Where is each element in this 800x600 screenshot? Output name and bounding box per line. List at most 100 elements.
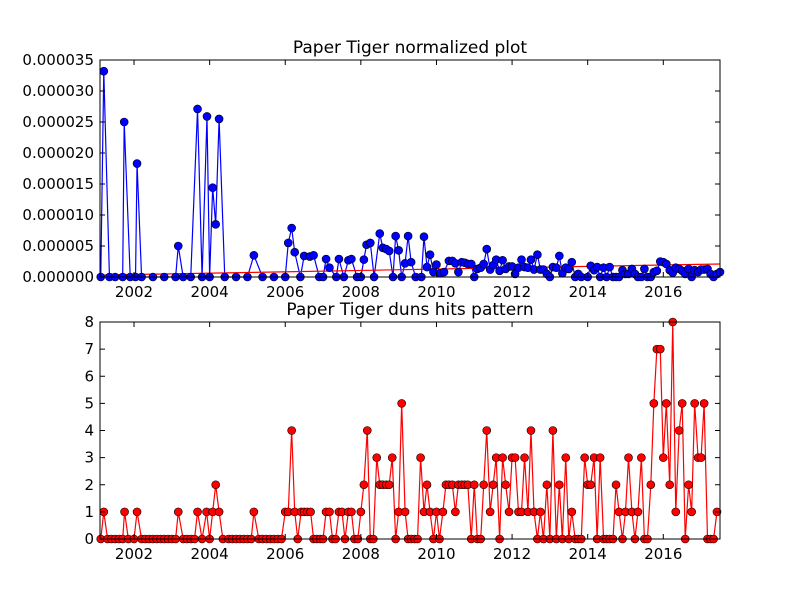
top-chart-data-point — [287, 223, 296, 233]
bottom-chart-data-point — [567, 507, 577, 517]
bottom-chart-x-tick-label: 2014 — [569, 545, 607, 563]
top-chart-data-point — [366, 238, 375, 248]
top-chart-y-tick-label: 0.000005 — [22, 237, 94, 255]
bottom-chart-data-point — [662, 399, 671, 408]
bottom-chart-data-point — [479, 480, 489, 490]
top-chart-data-point — [403, 231, 413, 241]
bottom-chart-data-point — [485, 507, 495, 517]
top-chart-data-point — [309, 251, 318, 260]
top-chart-data-point — [479, 259, 489, 269]
bottom-chart-data-point — [561, 453, 571, 462]
bottom-chart-data-point — [400, 507, 410, 517]
top-chart-data-point — [249, 251, 259, 260]
top-chart-data-point — [533, 250, 542, 259]
bottom-chart-data-point — [671, 507, 681, 517]
bottom-chart-x-tick-label: 2008 — [342, 545, 380, 563]
top-chart-y-tick-label: 0.000010 — [22, 206, 94, 224]
bottom-chart-data-point — [665, 480, 675, 490]
top-chart-data-point — [347, 254, 356, 264]
top-chart-data-point — [334, 254, 344, 264]
bottom-chart-data-point — [132, 507, 142, 517]
top-chart-data-point — [325, 263, 334, 273]
bottom-chart-data-point — [611, 480, 621, 490]
top-chart-data-point — [419, 232, 429, 241]
top-chart-data-point — [375, 229, 385, 238]
bottom-chart-data-point — [595, 453, 605, 462]
bottom-chart-data-point — [387, 453, 397, 462]
top-chart-data-point — [359, 255, 369, 264]
bottom-chart-data-point — [655, 344, 665, 354]
bottom-chart: Paper Tiger duns hits pattern 012345678 … — [84, 300, 722, 563]
bottom-chart-data-point — [684, 480, 693, 490]
bottom-chart-y-tick-label: 8 — [84, 313, 94, 331]
top-chart-data-point — [454, 267, 463, 277]
bottom-chart-data-point — [658, 453, 668, 462]
top-chart-data-point — [652, 266, 662, 276]
bottom-chart-data-point — [677, 399, 687, 408]
bottom-chart-data-point — [637, 453, 646, 462]
bottom-chart-data-point — [646, 480, 656, 490]
bottom-chart-data-point — [624, 453, 633, 462]
bottom-chart-data-point — [498, 453, 507, 462]
bottom-chart-data-point — [520, 453, 529, 462]
bottom-chart-y-axis: 0 1 2 3 4 5 6 7 8 — [84, 313, 720, 548]
bottom-chart-data-point — [347, 507, 356, 517]
bottom-chart-data-point — [359, 480, 369, 490]
bottom-chart-data-point — [501, 480, 510, 490]
top-chart-data-point — [526, 255, 536, 264]
top-chart-data-point — [605, 262, 614, 272]
bottom-chart-data-point — [580, 453, 589, 462]
top-chart-y-axis: 0.000000 0.000005 0.000010 0.000015 0.000020… — [22, 51, 720, 286]
bottom-chart-data-point — [451, 507, 460, 517]
top-chart-x-tick-label: 2016 — [644, 283, 682, 301]
top-chart-data-point — [211, 220, 220, 229]
top-chart-data-point — [132, 159, 142, 168]
top-chart-data-point — [466, 259, 476, 269]
top-chart-data-point — [208, 183, 217, 193]
top-chart-x-tick-label: 2008 — [342, 283, 380, 301]
bottom-chart-data-point — [548, 426, 558, 435]
bottom-chart-y-tick-label: 2 — [84, 476, 94, 494]
bottom-chart-data-point — [536, 507, 545, 517]
top-chart: Paper Tiger normalized plot 0.0000000.00… — [22, 38, 725, 301]
bottom-chart-y-tick-label: 3 — [84, 449, 94, 467]
top-chart-data-point — [422, 262, 432, 272]
bottom-chart-data-point — [397, 399, 406, 408]
top-chart-data-point — [202, 112, 212, 121]
top-chart-data-point — [498, 255, 507, 265]
top-chart-y-tick-label: 0.000025 — [22, 113, 94, 131]
top-chart-data-point — [482, 244, 492, 254]
bottom-chart-data-point — [325, 507, 334, 517]
bottom-chart-data-point — [586, 480, 596, 490]
bottom-chart-data-point — [211, 480, 220, 490]
bottom-chart-data-point — [193, 507, 202, 517]
bottom-chart-data-point — [649, 399, 659, 408]
top-chart-data-point — [173, 241, 183, 251]
bottom-chart-data-point — [526, 426, 536, 435]
bottom-chart-data-point — [438, 507, 448, 517]
bottom-chart-x-tick-label: 2002 — [115, 545, 153, 563]
top-chart-data-point — [321, 254, 331, 264]
top-chart-data-point — [640, 264, 649, 274]
top-chart-data-point — [283, 238, 293, 248]
top-chart-data-point — [552, 263, 561, 273]
top-chart-data-point — [384, 246, 394, 256]
top-chart-y-tick-label: 0.000020 — [22, 144, 94, 162]
top-chart-x-tick-label: 2006 — [266, 283, 304, 301]
bottom-chart-y-tick-label: 6 — [84, 367, 94, 385]
top-chart-y-tick-label: 0.000035 — [22, 51, 94, 69]
bottom-chart-data-point — [488, 480, 498, 490]
top-chart-data-point — [439, 267, 449, 277]
bottom-chart-data-point — [555, 480, 564, 490]
top-chart-data-point — [119, 117, 129, 127]
top-chart-data-point — [290, 247, 299, 257]
bottom-chart-data-point — [633, 507, 643, 517]
bottom-chart-x-tick-label: 2010 — [417, 545, 455, 563]
top-chart-data-point — [517, 255, 526, 264]
bottom-chart-x-tick-label: 2016 — [644, 545, 682, 563]
bottom-chart-data-point — [249, 507, 259, 517]
top-chart-frame — [99, 59, 721, 278]
top-chart-x-tick-label: 2010 — [417, 283, 455, 301]
top-chart-x-tick-label: 2004 — [191, 283, 229, 301]
